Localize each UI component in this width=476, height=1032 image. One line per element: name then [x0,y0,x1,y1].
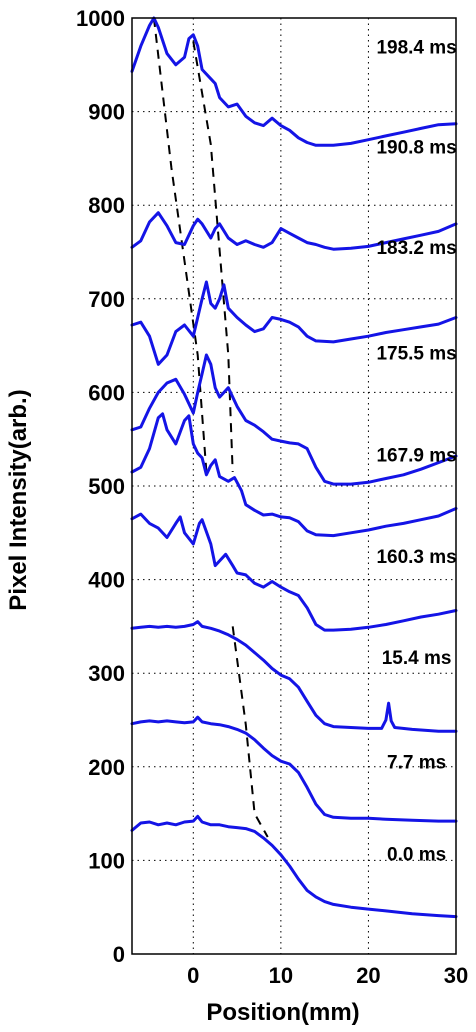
y-axis-label: Pixel Intensity(arb.) [5,389,32,610]
trace-label: 160.3 ms [376,547,456,568]
dashed-fronts [152,17,269,838]
dashed-front-line [192,41,234,473]
y-tick-label: 800 [88,193,125,218]
trace-label: 167.9 ms [376,446,456,467]
y-tick-label: 0 [113,942,125,967]
y-tick-label: 200 [88,755,125,780]
trace-label: 183.2 ms [376,238,456,259]
trace-line [130,715,458,823]
y-tick-labels: 0 100 200 300 400 500 600 700 800 900 1000 [76,6,125,967]
y-tick-label: 1000 [76,6,125,31]
y-tick-label: 100 [88,848,125,873]
trace-label: 198.4 ms [376,38,456,59]
y-tick-label: 700 [88,287,125,312]
trace-label: 0.0 ms [387,844,446,865]
x-tick-label: 10 [269,963,293,988]
trace-line [130,211,458,251]
trace-line [130,16,458,147]
x-tick-label: 20 [356,963,380,988]
plot-frame [131,17,457,955]
trace-line [130,280,458,366]
x-tick-labels: 0 10 20 30 [187,963,468,988]
trace-label: 175.5 ms [376,344,456,365]
y-tick-label: 300 [88,661,125,686]
trace-labels: 0.0 ms 7.7 ms 15.4 ms 160.3 ms 167.9 ms 175.5… [376,38,456,866]
dashed-front-line [152,17,208,473]
x-axis-label: Position(mm) [206,999,359,1026]
y-tick-label: 400 [88,568,125,593]
y-tick-label: 600 [88,380,125,405]
x-tick-label: 0 [187,963,199,988]
traces [130,16,458,919]
trace-line [130,620,458,733]
trace-label: 7.7 ms [387,753,446,774]
trace-label: 190.8 ms [376,138,456,159]
dashed-front-line [231,626,269,838]
trace-line [130,412,458,538]
x-tick-label: 30 [444,963,468,988]
y-tick-label: 900 [88,100,125,125]
trace-line [130,353,458,486]
y-tick-label: 500 [88,474,125,499]
trace-line [130,512,458,632]
trace-line [130,814,458,919]
trace-label: 15.4 ms [382,648,452,669]
